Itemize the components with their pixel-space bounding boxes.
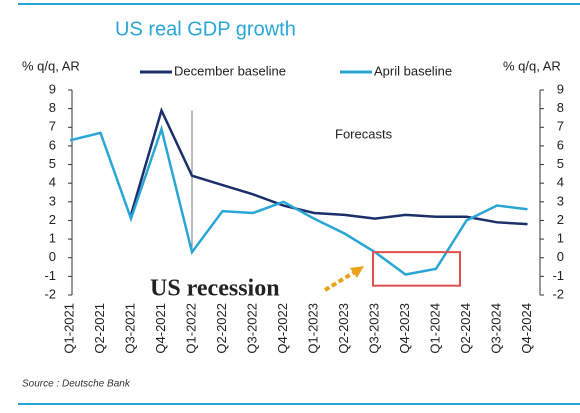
- arrowhead: [350, 266, 364, 278]
- y2-tick-label: 3: [557, 193, 564, 208]
- y-tick-label: -1: [44, 268, 56, 283]
- recession-annotation: US recession: [150, 276, 280, 302]
- x-tick-label: Q1-2021: [61, 303, 76, 354]
- y-tick-label: 3: [49, 193, 56, 208]
- y2-tick-label: 8: [557, 100, 564, 115]
- legend-label: April baseline: [374, 63, 452, 78]
- x-tick-label: Q1-2023: [305, 303, 320, 354]
- y-tick-label: 9: [49, 81, 56, 96]
- y-tick-label: 4: [49, 175, 56, 190]
- y2-tick-label: -1: [552, 268, 564, 283]
- x-tick-label: Q1-2022: [183, 303, 198, 354]
- x-tick-label: Q3-2023: [366, 303, 381, 354]
- x-tick-label: Q2-2021: [92, 303, 107, 354]
- y2-tick-label: 2: [557, 212, 564, 227]
- chart-title: US real GDP growth: [115, 18, 296, 40]
- y-tick-label: 7: [49, 119, 56, 134]
- x-tick-label: Q3-2024: [488, 303, 503, 354]
- data-line: [129, 106, 528, 226]
- x-tick-label: Q2-2024: [458, 303, 473, 354]
- y-axis-label: % q/q, AR: [22, 58, 80, 73]
- y-tick-label: 8: [49, 100, 56, 115]
- x-tick-label: Q4-2024: [519, 303, 534, 354]
- y-tick-label: 6: [49, 137, 56, 152]
- x-tick-label: Q2-2023: [336, 303, 351, 354]
- x-tick-label: Q3-2021: [122, 303, 137, 354]
- recession-box: [372, 251, 461, 287]
- data-line: [69, 124, 528, 276]
- y2-tick-label: 7: [557, 119, 564, 134]
- y-tick-label: 5: [49, 156, 56, 171]
- y2-tick-label: 4: [557, 175, 564, 190]
- x-tick-label: Q4-2021: [153, 303, 168, 354]
- y-tick-label: -2: [44, 286, 56, 301]
- forecast-annotation: Forecasts: [335, 126, 393, 141]
- x-tick-label: Q2-2022: [214, 303, 229, 354]
- x-tick-label: Q3-2022: [244, 303, 259, 354]
- y2-tick-label: -2: [552, 286, 564, 301]
- y2-tick-label: 9: [557, 81, 564, 96]
- y2-tick-label: 1: [557, 231, 564, 246]
- y-tick-label: 1: [49, 231, 56, 246]
- x-tick-label: Q4-2022: [275, 303, 290, 354]
- x-tick-label: Q4-2023: [397, 303, 412, 354]
- legend-label: December baseline: [174, 63, 286, 78]
- y-tick-label: 0: [49, 249, 56, 264]
- y2-tick-label: 5: [557, 156, 564, 171]
- y-tick-label: 2: [49, 212, 56, 227]
- arrow: [323, 268, 360, 292]
- source: Source : Deutsche Bank: [22, 379, 131, 390]
- y2-axis-label: % q/q, AR: [503, 58, 561, 73]
- y2-tick-label: 6: [557, 137, 564, 152]
- y2-tick-label: 0: [557, 249, 564, 264]
- x-tick-label: Q1-2024: [427, 303, 442, 354]
